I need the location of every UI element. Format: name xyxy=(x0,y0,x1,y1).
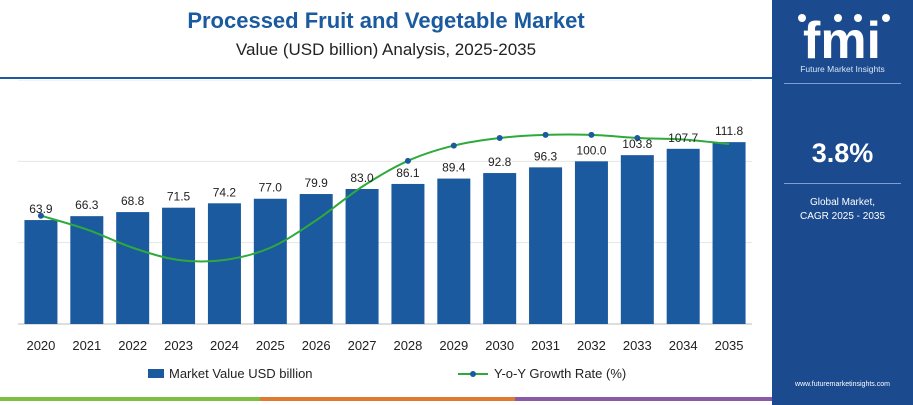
bar xyxy=(116,212,150,324)
growth-line xyxy=(37,131,730,263)
x-tick-label: 2023 xyxy=(164,338,193,353)
bar xyxy=(712,142,746,324)
title-divider xyxy=(0,77,772,79)
cagr-label-line1: Global Market, xyxy=(809,197,876,208)
sidebar: fmi Future Market Insights 3.8% Global M… xyxy=(772,0,913,405)
bar xyxy=(24,220,58,324)
growth-point xyxy=(450,142,457,149)
bar xyxy=(483,173,517,324)
bar xyxy=(437,178,471,324)
cagr-label-line2: CAGR 2025 - 2035 xyxy=(799,211,886,222)
growth-point xyxy=(634,134,641,141)
growth-point xyxy=(588,131,595,138)
bar-value-label: 89.4 xyxy=(442,161,466,175)
bar-value-label: 103.8 xyxy=(622,137,652,151)
legend-line-label: Y-o-Y Growth Rate (%) xyxy=(494,366,626,381)
value-labels: 63.9 66.3 68.8 71.5 74.2 77.0 79.9 83.0 86.1 89.4… xyxy=(29,124,743,216)
bar xyxy=(207,203,241,324)
bar-value-label: 92.8 xyxy=(488,155,512,169)
x-tick-label: 2032 xyxy=(577,338,606,353)
cagr-value: 3.8% xyxy=(811,138,874,168)
x-tick-label: 2033 xyxy=(623,338,652,353)
website-url: www.futuremarketinsights.com xyxy=(795,381,890,388)
logo-dot-icon xyxy=(834,14,842,22)
strip-segment-orange xyxy=(260,397,515,401)
x-tick-label: 2021 xyxy=(72,338,101,353)
bar-value-label: 74.2 xyxy=(213,185,237,199)
fmi-logo-text: fmi xyxy=(803,12,881,64)
bar-value-label: 68.8 xyxy=(121,194,145,208)
bar-value-label: 71.5 xyxy=(167,190,191,204)
chart-title: Processed Fruit and Vegetable Market xyxy=(187,8,585,33)
strip-segment-green xyxy=(0,397,260,401)
bottom-color-strip xyxy=(0,397,772,401)
strip-segment-purple xyxy=(515,397,772,401)
bar xyxy=(391,183,425,324)
sidebar-divider xyxy=(784,83,901,84)
growth-point xyxy=(404,157,411,164)
bar xyxy=(345,188,379,324)
bar-value-label: 111.8 xyxy=(715,124,744,138)
bar-value-label: 100.0 xyxy=(576,143,606,157)
bar-value-label: 77.0 xyxy=(259,181,283,195)
legend-bar-swatch xyxy=(148,369,164,378)
brand-name: Future Market Insights xyxy=(800,64,885,74)
x-tick-label: 2020 xyxy=(26,338,55,353)
x-tick-label: 2024 xyxy=(210,338,239,353)
growth-point xyxy=(37,212,44,219)
x-tick-label: 2030 xyxy=(485,338,514,353)
x-tick-label: 2027 xyxy=(348,338,377,353)
x-tick-label: 2035 xyxy=(715,338,744,353)
x-tick-label: 2034 xyxy=(669,338,698,353)
logo-dot-icon xyxy=(882,14,890,22)
bar-value-label: 96.3 xyxy=(534,149,558,163)
bar xyxy=(299,194,333,324)
growth-point xyxy=(542,131,549,138)
bar xyxy=(529,167,563,324)
chart-subtitle: Value (USD billion) Analysis, 2025-2035 xyxy=(235,40,537,59)
bar-value-label: 79.9 xyxy=(305,176,329,190)
x-tick-label: 2025 xyxy=(256,338,285,353)
x-tick-label: 2029 xyxy=(439,338,468,353)
bar xyxy=(70,216,104,324)
bar-value-label: 86.1 xyxy=(396,166,420,180)
legend: Market Value USD billion Y-o-Y Growth Ra… xyxy=(148,366,626,381)
growth-line-path xyxy=(40,133,730,263)
chart-area: Processed Fruit and Vegetable Market Val… xyxy=(0,8,772,401)
logo-dot-icon xyxy=(854,14,862,22)
x-tick-label: 2028 xyxy=(393,338,422,353)
legend-bar-label: Market Value USD billion xyxy=(169,366,313,381)
bar xyxy=(253,198,287,324)
fmi-logo: fmi xyxy=(798,12,890,64)
bar xyxy=(666,148,700,324)
bar-value-label: 83.0 xyxy=(350,171,374,185)
sidebar-divider xyxy=(784,183,901,184)
cagr-label: Global Market, CAGR 2025 - 2035 xyxy=(772,196,913,224)
logo-dot-icon xyxy=(798,14,806,22)
x-tick-label: 2031 xyxy=(531,338,560,353)
growth-point xyxy=(496,134,503,141)
bar-value-label: 66.3 xyxy=(75,198,99,212)
x-tick-label: 2022 xyxy=(118,338,147,353)
bar-line-chart: 63.9 66.3 68.8 71.5 74.2 77.0 79.9 83.0 86.1 89.4… xyxy=(18,80,752,381)
bar xyxy=(620,155,654,324)
x-axis-ticks: 2020 2021 2022 2023 2024 2025 2026 2027 2028 2029… xyxy=(26,338,743,353)
bar-value-label: 63.9 xyxy=(29,202,53,216)
bars xyxy=(24,142,746,324)
bar xyxy=(574,161,608,324)
x-tick-label: 2026 xyxy=(302,338,331,353)
bar-value-label: 107.7 xyxy=(668,131,698,145)
bar xyxy=(162,207,196,324)
legend-line-marker xyxy=(470,371,476,377)
